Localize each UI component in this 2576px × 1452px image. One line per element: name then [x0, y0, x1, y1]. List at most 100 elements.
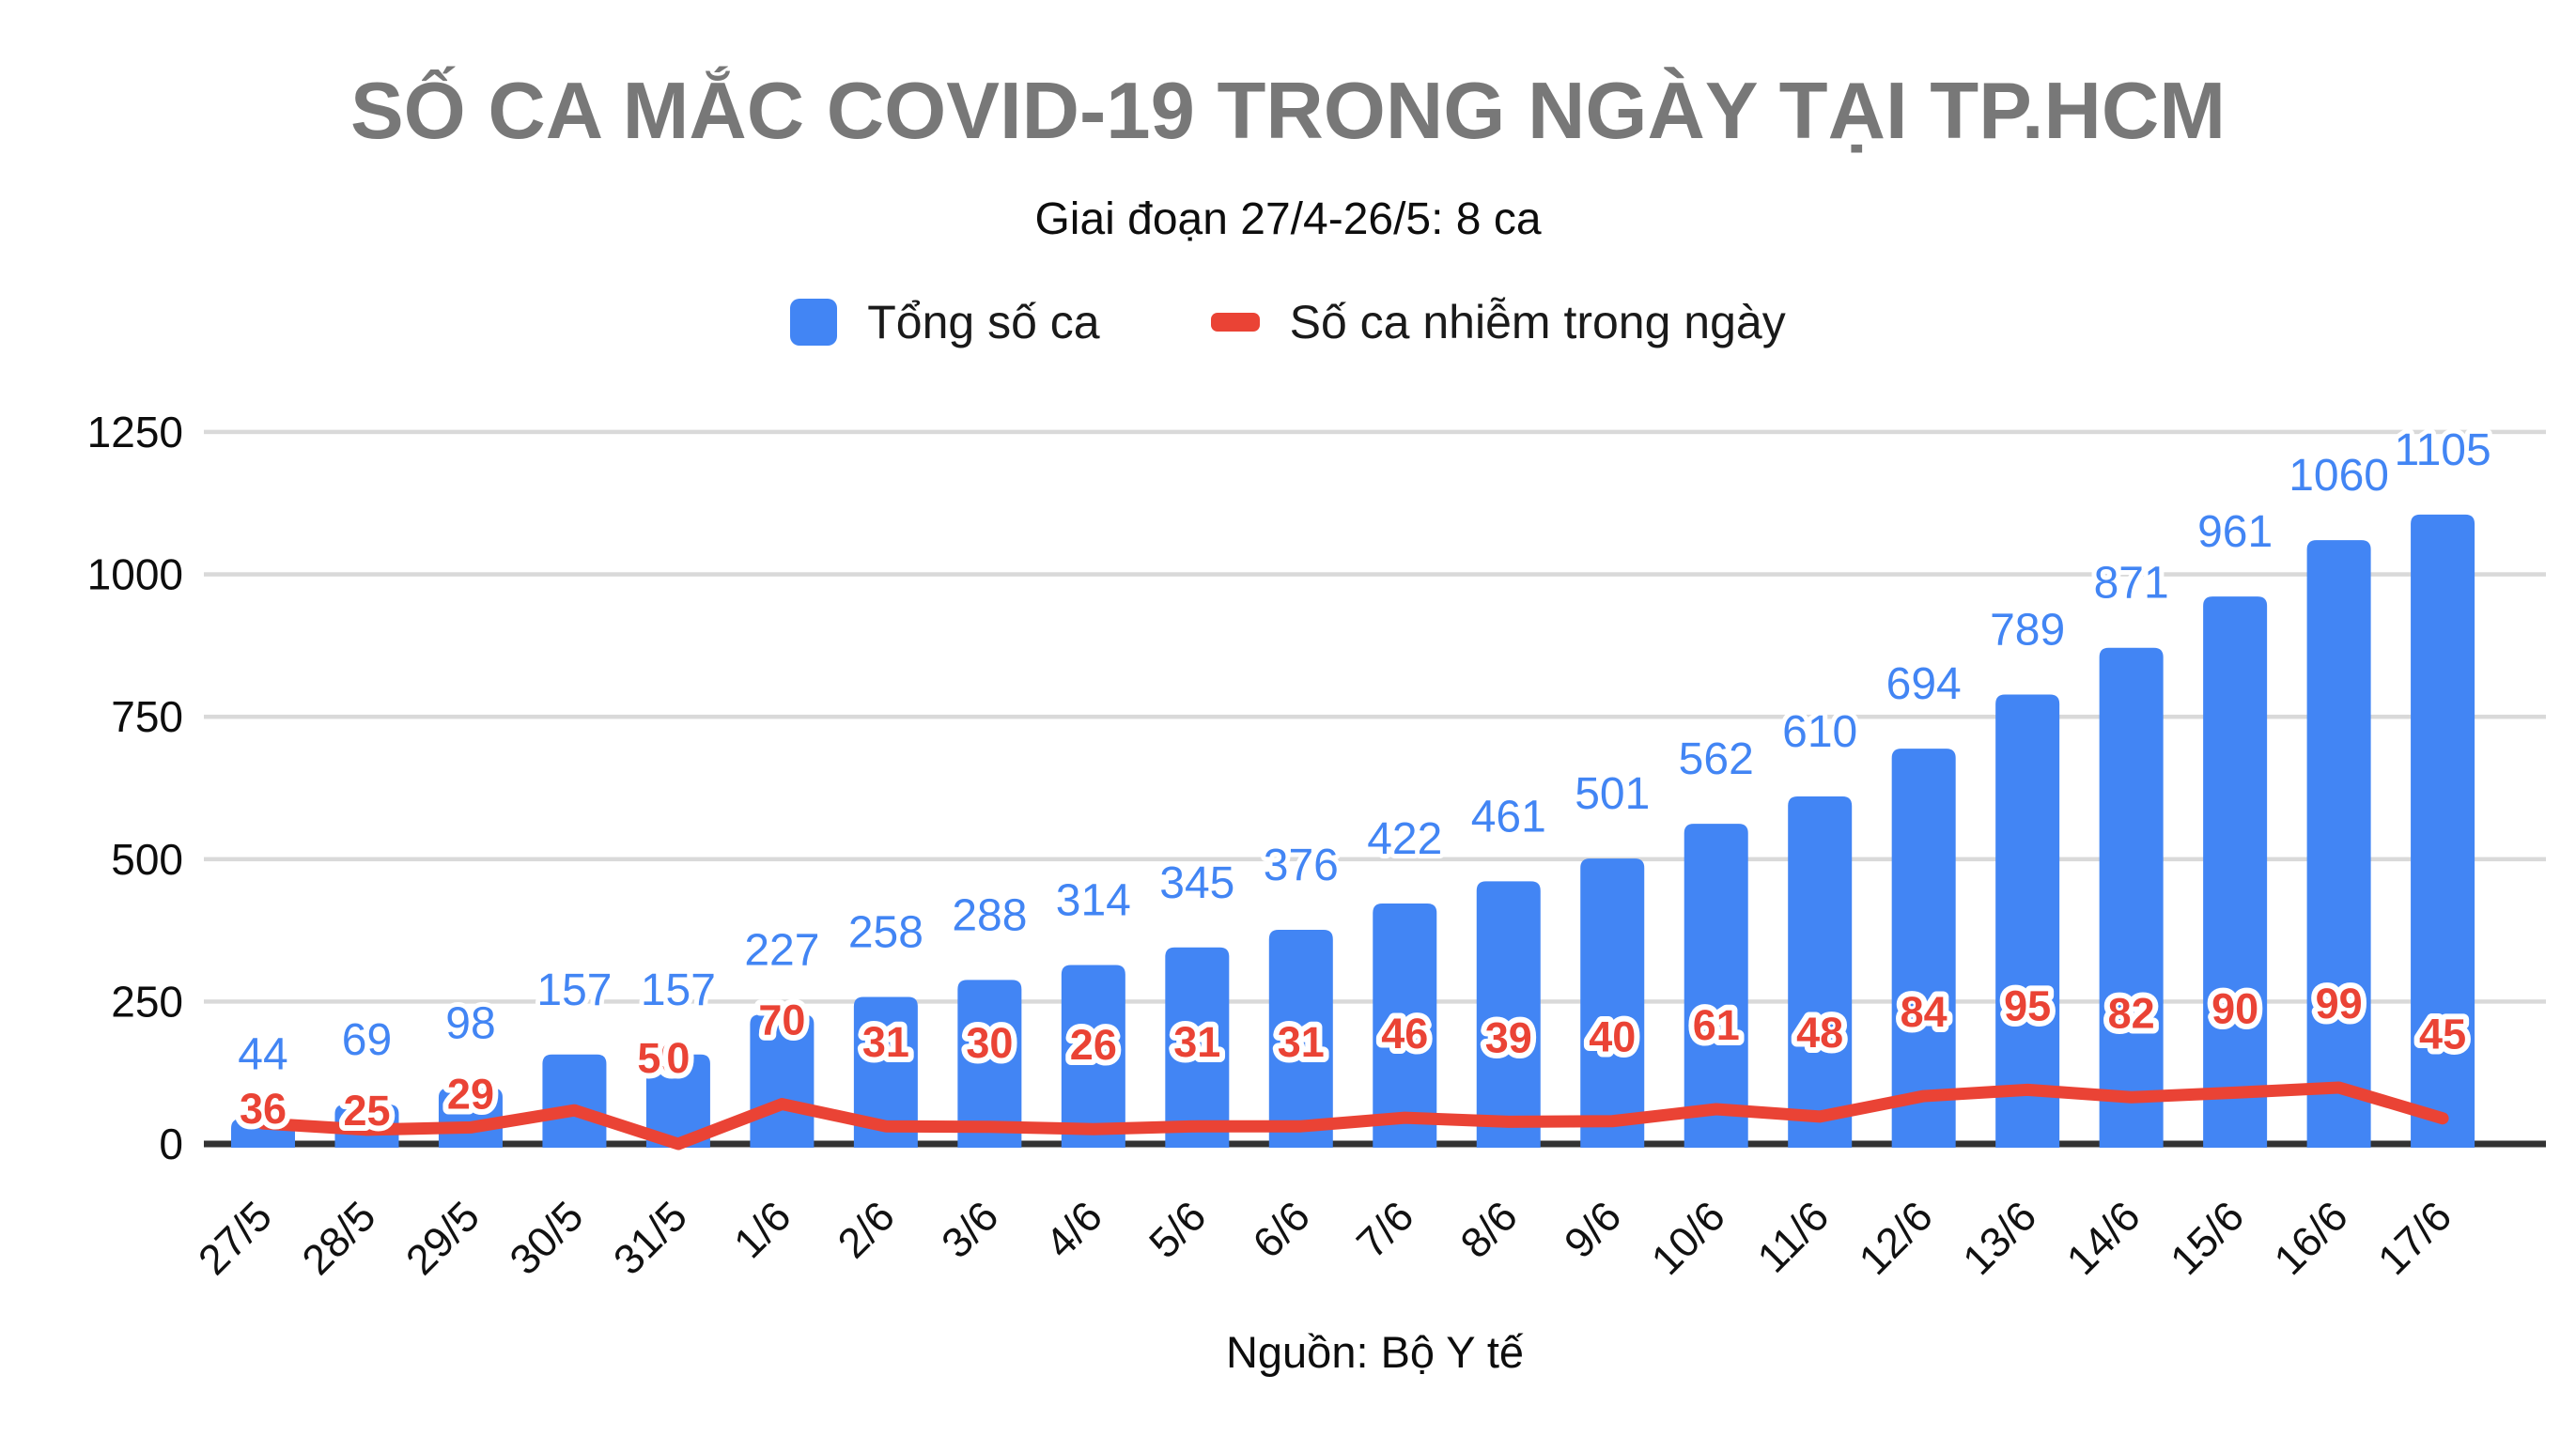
line-label-14/6: 82 — [2108, 989, 2155, 1037]
bar-label-10/6: 562 — [1679, 734, 1754, 784]
bar-label-2/6: 258 — [848, 908, 923, 958]
line-label-2/6: 31 — [862, 1018, 909, 1066]
legend-item-daily: Số ca nhiễm trong ngày — [1210, 299, 1786, 346]
line-label-13/6: 95 — [2004, 981, 2051, 1029]
line-label-31/5: 0 — [666, 1034, 690, 1082]
bar-13/6 — [1995, 694, 2060, 1148]
x-tick-7/6: 7/6 — [1347, 1192, 1422, 1267]
bar-label-5/6: 345 — [1159, 858, 1234, 908]
line-label-10/6: 61 — [1693, 1001, 1740, 1049]
x-tick-16/6: 16/6 — [2265, 1192, 2357, 1284]
bar-4/6 — [1061, 965, 1125, 1148]
x-tick-30/5: 30/5 — [501, 1192, 593, 1284]
bar-label-30/5: 157 — [536, 965, 612, 1015]
x-tick-17/6: 17/6 — [2368, 1192, 2460, 1284]
y-tick-1000: 1000 — [87, 550, 183, 599]
legend-swatch-daily-icon — [1210, 313, 1260, 332]
x-tick-8/6: 8/6 — [1451, 1192, 1527, 1267]
line-label-16/6: 99 — [2316, 980, 2363, 1027]
legend-swatch-total-icon — [790, 299, 838, 346]
bar-label-13/6: 789 — [1990, 605, 2065, 655]
bar-label-12/6: 694 — [1886, 659, 1962, 709]
bar-label-31/5: 157 — [641, 965, 716, 1015]
line-label-8/6: 39 — [1485, 1013, 1532, 1061]
bar-label-15/6: 961 — [2197, 507, 2273, 557]
x-tick-9/6: 9/6 — [1555, 1192, 1630, 1267]
line-label-15/6: 90 — [2211, 984, 2258, 1032]
y-tick-0: 0 — [159, 1120, 183, 1168]
bar-30/5 — [542, 1054, 607, 1148]
x-tick-29/5: 29/5 — [396, 1192, 489, 1284]
x-tick-2/6: 2/6 — [829, 1192, 904, 1267]
bar-16/6 — [2306, 540, 2371, 1148]
legend: Tổng số ca Số ca nhiễm trong ngày — [0, 299, 2576, 346]
bar-17/6 — [2411, 514, 2475, 1148]
bar-label-1/6: 227 — [744, 925, 819, 975]
bar-label-16/6: 1060 — [2289, 451, 2389, 501]
line-label-12/6: 84 — [1901, 988, 1948, 1036]
legend-label-total: Tổng số ca — [867, 296, 1100, 348]
x-axis-labels: 27/5 28/5 29/5 30/5 31/5 1/6 2/6 3/6 4/6 5/6 6/6 7/… — [189, 1192, 2460, 1284]
line-label-3/6: 30 — [966, 1019, 1013, 1067]
bar-10/6 — [1684, 824, 1748, 1148]
gridline-500 — [204, 857, 2546, 862]
bar-3/6 — [957, 980, 1022, 1148]
chart-subtitle: Giai đoạn 27/4-26/5: 8 ca — [1034, 194, 1542, 244]
bar-6/6 — [1268, 929, 1333, 1148]
gridline-1000 — [204, 572, 2546, 577]
source-note: Nguồn: Bộ Y tế — [1225, 1327, 1525, 1377]
daily-cases-line — [256, 1081, 2449, 1151]
gridline-1250 — [204, 429, 2546, 435]
bar-label-17/6: 1105 — [2394, 425, 2491, 475]
line-label-4/6: 26 — [1070, 1021, 1117, 1069]
bar-label-8/6: 461 — [1471, 792, 1546, 842]
bar-label-7/6: 422 — [1367, 814, 1442, 864]
line-label-28/5: 25 — [343, 1087, 390, 1135]
bar-label-11/6: 610 — [1782, 707, 1857, 757]
x-tick-31/5: 31/5 — [604, 1192, 696, 1284]
y-tick-500: 500 — [111, 835, 183, 884]
x-tick-27/5: 27/5 — [189, 1192, 281, 1284]
y-tick-1250: 1250 — [87, 408, 183, 456]
y-tick-250: 250 — [111, 977, 183, 1026]
x-tick-4/6: 4/6 — [1036, 1192, 1111, 1267]
bar-label-3/6: 288 — [952, 890, 1027, 940]
line-label-7/6: 46 — [1381, 1010, 1428, 1058]
bar-label-28/5: 69 — [342, 1015, 392, 1065]
bar-label-9/6: 501 — [1575, 769, 1650, 819]
bar-label-6/6: 376 — [1264, 841, 1339, 890]
bar-label-14/6: 871 — [2094, 559, 2169, 609]
x-tick-6/6: 6/6 — [1244, 1192, 1319, 1267]
y-axis-labels: 0 250 500 750 1000 1250 — [87, 408, 183, 1168]
legend-item-total: Tổng số ca — [790, 296, 1100, 348]
x-tick-10/6: 10/6 — [1642, 1192, 1734, 1284]
bar-value-labels: 44 69 98 157 157 227 258 288 314 345 376 422 461 501 5… — [233, 421, 2495, 1084]
bar-7/6 — [1373, 904, 1437, 1148]
bar-5/6 — [1165, 947, 1230, 1148]
x-tick-14/6: 14/6 — [2057, 1192, 2149, 1284]
bar-15/6 — [2203, 596, 2268, 1148]
line-label-6/6: 31 — [1278, 1018, 1325, 1066]
bar-31/5 — [645, 1054, 710, 1148]
x-tick-5/6: 5/6 — [1140, 1192, 1215, 1267]
line-label-11/6: 48 — [1796, 1009, 1843, 1057]
line-label-30/5: 59 — [637, 1034, 684, 1082]
bar-series — [231, 514, 2475, 1148]
line-value-labels: 36 25 29 590 70 31 30 26 31 31 46 39 40 61 48 84 95 82 90 9… — [234, 974, 2472, 1140]
bar-14/6 — [2099, 647, 2164, 1148]
x-tick-12/6: 12/6 — [1850, 1192, 1942, 1284]
bar-label-27/5: 44 — [238, 1029, 287, 1079]
bar-9/6 — [1580, 858, 1645, 1148]
y-tick-750: 750 — [111, 692, 183, 741]
chart-title: SỐ CA MẮC COVID-19 TRONG NGÀY TẠI TP.HCM — [349, 67, 2227, 156]
line-label-1/6: 70 — [758, 996, 805, 1044]
line-label-17/6: 45 — [2419, 1011, 2466, 1058]
x-tick-11/6: 11/6 — [1748, 1192, 1839, 1282]
bar-label-4/6: 314 — [1056, 876, 1131, 926]
bar-11/6 — [1788, 796, 1853, 1148]
bar-2/6 — [853, 996, 918, 1148]
x-tick-3/6: 3/6 — [932, 1192, 1007, 1267]
x-tick-28/5: 28/5 — [293, 1192, 385, 1284]
line-label-9/6: 40 — [1589, 1013, 1636, 1061]
